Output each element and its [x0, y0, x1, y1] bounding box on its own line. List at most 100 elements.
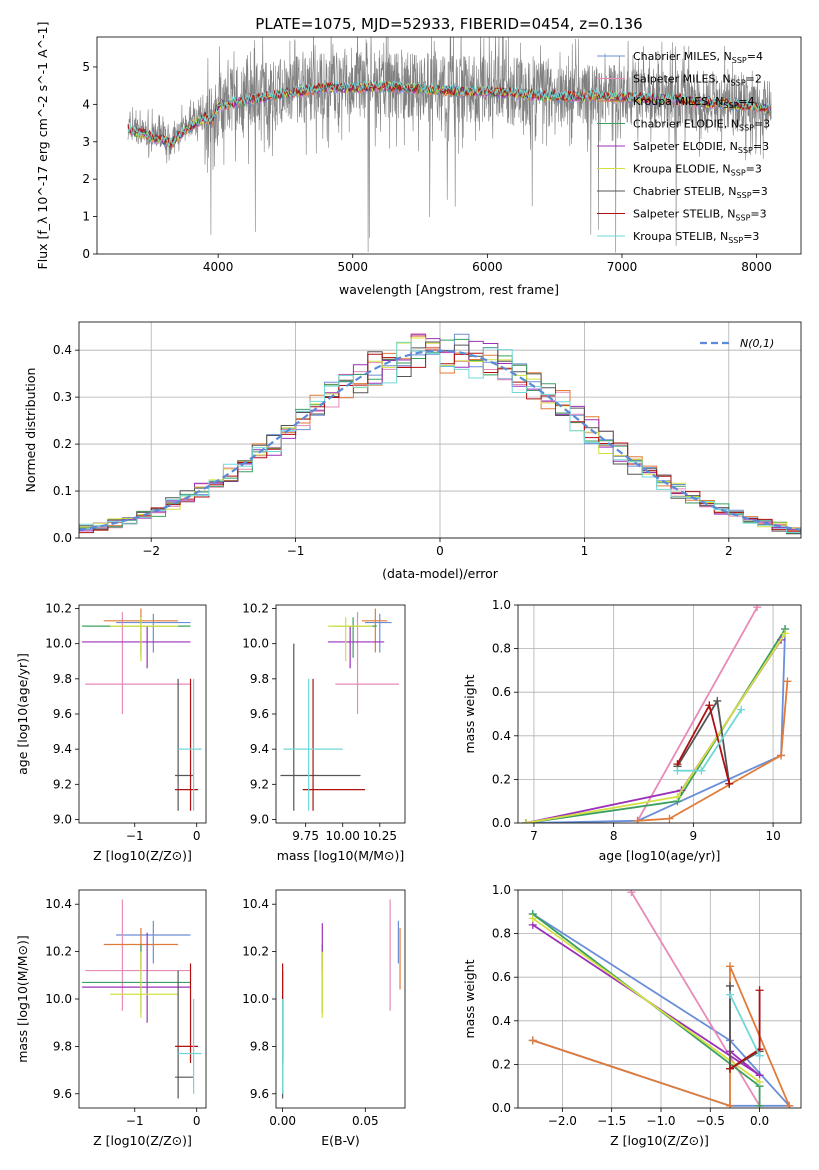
x-tick-label: −1 [126, 829, 144, 843]
legend-sub: SSP [732, 56, 747, 65]
plus-marker [785, 1101, 794, 1108]
legend-suffix: =2 [746, 73, 762, 86]
y-tick-label: 0.4 [53, 343, 72, 357]
plus-marker [726, 1064, 735, 1073]
x-tick-label: 7 [530, 829, 538, 843]
legend-entry: Salpeter MILES, NSSP=2 [633, 73, 762, 88]
chart-title: PLATE=1075, MJD=52933, FIBERID=0454, z=0… [255, 15, 642, 33]
series-layer [521, 605, 792, 823]
y-axis-label: age [log10(age/yr)] [15, 653, 30, 775]
y-tick-label: 0.4 [492, 729, 511, 743]
legend-sub: SSP [731, 169, 746, 178]
plot-frame [517, 889, 802, 1109]
legend-entry: Chabrier STELIB, NSSP=3 [633, 185, 768, 200]
y-tick-label: 10.2 [242, 945, 269, 959]
plus-marker [783, 677, 792, 686]
y-tick-label: 9.0 [250, 812, 269, 826]
x-tick-label: 1 [581, 544, 589, 558]
plus-marker [755, 1077, 764, 1086]
y-tick-label: 0.3 [53, 390, 72, 404]
plot-frame [78, 321, 802, 539]
legend-suffix: =3 [750, 208, 766, 221]
plus-marker [755, 1101, 764, 1108]
plot-frame [78, 889, 207, 1109]
y-axis-label: mass weight [462, 959, 477, 1038]
x-tick-label: 0 [193, 1114, 201, 1128]
x-tick-label: 10.00 [326, 829, 360, 843]
plus-marker [705, 701, 714, 710]
weight-line [636, 606, 758, 822]
errorbar-layer [82, 899, 202, 1099]
y-tick-label: 3 [82, 135, 90, 149]
plus-marker [781, 629, 790, 638]
legend-entry: Kroupa ELODIE, NSSP=3 [633, 163, 762, 178]
y-tick-label: 0.2 [492, 772, 511, 786]
x-tick-label: 10 [765, 829, 780, 843]
plot-frame [275, 604, 406, 824]
plot-frame [78, 604, 207, 824]
weight-line [637, 681, 789, 822]
x-axis-label: wavelength [Angstrom, rest frame] [339, 282, 559, 297]
y-tick-label: 9.8 [53, 672, 72, 686]
plus-marker [755, 986, 764, 995]
legend-suffix: =3 [743, 230, 759, 243]
y-tick-label: 10.0 [242, 992, 269, 1006]
y-tick-label: 9.6 [250, 707, 269, 721]
legend-sub: SSP [728, 236, 743, 245]
weight-line [525, 628, 786, 823]
x-tick-label: 0.05 [352, 1114, 379, 1128]
weight-line [525, 639, 782, 823]
errorbar-layer [82, 608, 202, 811]
x-axis-label: mass [log10(M/M⊙)] [277, 848, 405, 863]
legend-suffix: =4 [747, 50, 763, 63]
y-tick-label: 9.6 [53, 1087, 72, 1101]
plus-marker [633, 816, 642, 823]
x-axis-label: Z [log10(Z/Z⊙)] [93, 1133, 192, 1148]
spectrum-panel: 4000 5000 6000 7000 8000 0 1 2 3 4 5 PLATE=1075, MJ… [35, 15, 802, 297]
x-tick-label: 7000 [607, 260, 638, 274]
plus-marker [665, 814, 674, 823]
legend-entry: Salpeter ELODIE, NSSP=3 [633, 140, 769, 155]
y-tick-label: 9.8 [250, 1039, 269, 1053]
y-tick-label: 10.4 [45, 897, 72, 911]
legend-sub: SSP [737, 191, 752, 200]
legend-name: Kroupa MILES, N [633, 95, 723, 108]
plot-frame [275, 889, 406, 1109]
mass-vs-ebv-panel: 0.00 0.05 9.6 9.8 10.0 10.2 10.4 E(B-V) [242, 889, 406, 1148]
x-tick-label: 6000 [472, 260, 503, 274]
weight-vs-age-panel: 7 8 9 10 0.0 0.2 0.4 0.6 0.8 1.0 age [log10(age/yr… [462, 598, 802, 863]
legend-suffix: =3 [752, 185, 768, 198]
weight-line [677, 709, 742, 772]
y-tick-label: 1.0 [492, 883, 511, 897]
normal-curve [79, 349, 801, 531]
legend-name: Kroupa STELIB, N [633, 230, 728, 243]
plus-marker [753, 605, 762, 612]
x-tick-label: 10.25 [363, 829, 397, 843]
plus-marker [697, 766, 706, 775]
legend-entry: Salpeter STELIB, NSSP=3 [633, 208, 767, 223]
y-tick-label: 1 [82, 210, 90, 224]
x-tick-label: −1 [126, 1114, 144, 1128]
y-tick-label: 9.6 [250, 1087, 269, 1101]
errorbar-layer [280, 608, 400, 811]
spectrum-lines [127, 37, 772, 253]
plot-frame [96, 36, 802, 255]
y-tick-label: 10.2 [45, 945, 72, 959]
x-axis-label: (data-model)/error [382, 566, 499, 581]
legend-name: Kroupa ELODIE, N [633, 163, 731, 176]
plot-frame [517, 604, 802, 824]
y-tick-label: 0.6 [492, 685, 511, 699]
plus-marker [755, 1051, 764, 1060]
plus-marker [725, 779, 734, 788]
weight-line [729, 994, 761, 1057]
mass-vs-metallicity-panel: −1 0 9.6 9.8 10.0 10.2 10.4 Z [log10(Z/Z⊙)] mass… [15, 889, 207, 1148]
legend-name: Salpeter ELODIE, N [633, 140, 738, 153]
plus-marker [673, 792, 682, 801]
x-tick-label: 9.75 [292, 829, 319, 843]
y-tick-label: 10.0 [45, 992, 72, 1006]
x-tick-label: −2.0 [548, 1114, 577, 1128]
legend-sub: SSP [735, 214, 750, 223]
series-layer [528, 890, 794, 1108]
x-tick-label: 5000 [337, 260, 368, 274]
model-spectrum-line [127, 80, 772, 147]
